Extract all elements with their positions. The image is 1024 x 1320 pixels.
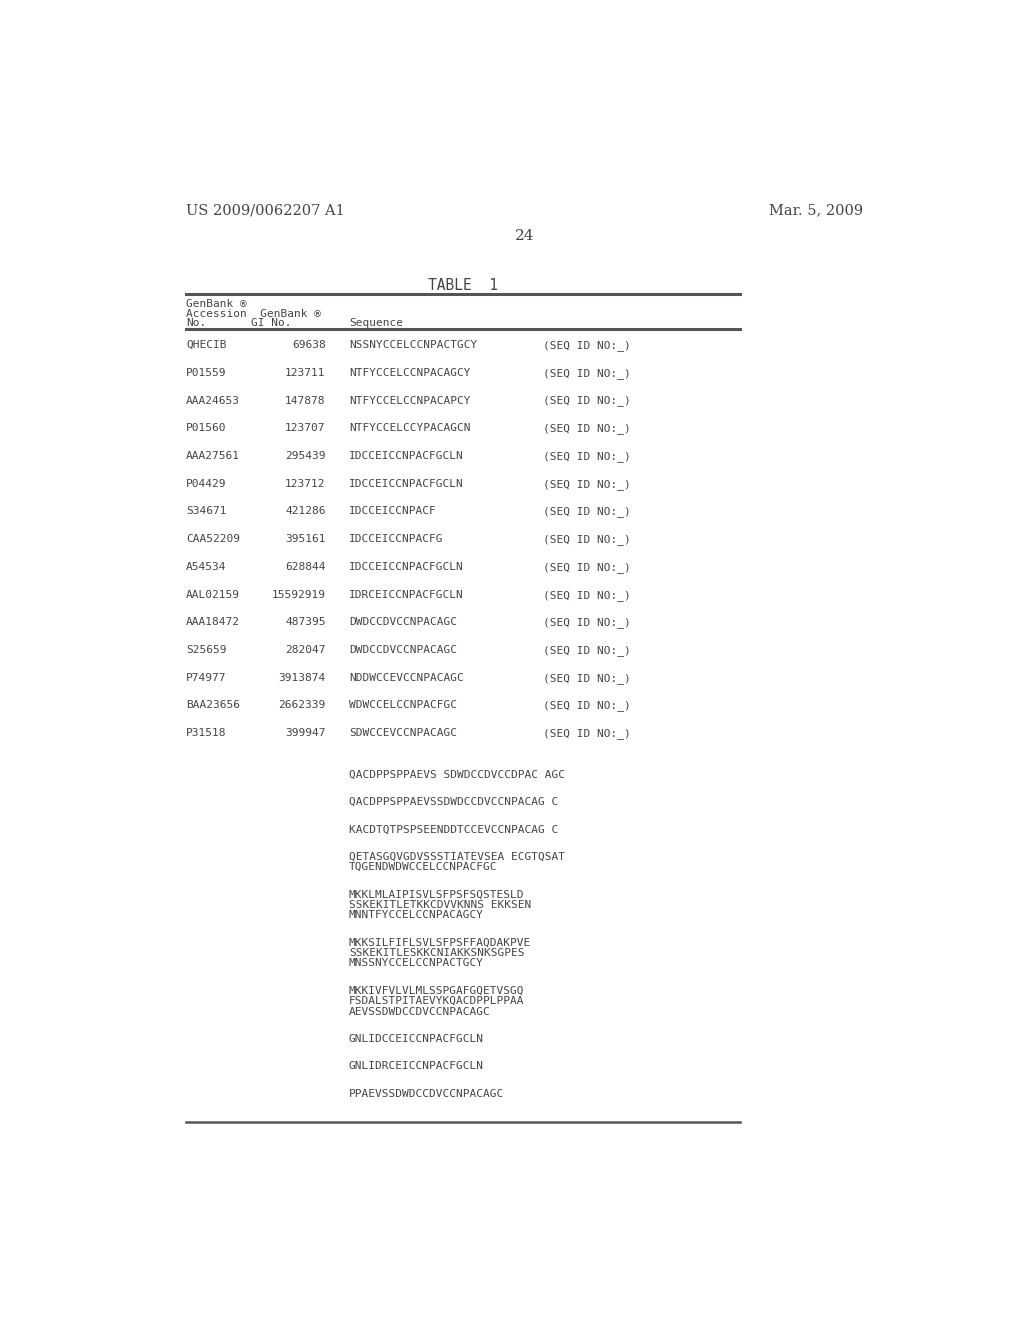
Text: NSSNYCCELCCNPACTGCY: NSSNYCCELCCNPACTGCY [349,341,477,350]
Text: NTFYCCELCCYPACAGCN: NTFYCCELCCYPACAGCN [349,424,470,433]
Text: (SEQ ID NO:_): (SEQ ID NO:_) [543,645,631,656]
Text: 628844: 628844 [285,562,326,572]
Text: S34671: S34671 [186,507,226,516]
Text: (SEQ ID NO:_): (SEQ ID NO:_) [543,618,631,628]
Text: NTFYCCELCCNPACAGCY: NTFYCCELCCNPACAGCY [349,368,470,378]
Text: 123711: 123711 [285,368,326,378]
Text: NTFYCCELCCNPACAPCY: NTFYCCELCCNPACAPCY [349,396,470,405]
Text: Accession  GenBank ®: Accession GenBank ® [186,309,322,318]
Text: 295439: 295439 [285,451,326,461]
Text: P74977: P74977 [186,673,226,682]
Text: DWDCCDVCCNPACAGC: DWDCCDVCCNPACAGC [349,645,457,655]
Text: 399947: 399947 [285,729,326,738]
Text: (SEQ ID NO:_): (SEQ ID NO:_) [543,479,631,490]
Text: P01560: P01560 [186,424,226,433]
Text: 3913874: 3913874 [279,673,326,682]
Text: (SEQ ID NO:_): (SEQ ID NO:_) [543,507,631,517]
Text: MKKLMLAIPISVLSFPSFSQSTESLD: MKKLMLAIPISVLSFPSFSQSTESLD [349,890,524,899]
Text: Mar. 5, 2009: Mar. 5, 2009 [769,203,863,216]
Text: 69638: 69638 [292,341,326,350]
Text: DWDCCDVCCNPACAGC: DWDCCDVCCNPACAGC [349,618,457,627]
Text: IDCCEICCNPACFGCLN: IDCCEICCNPACFGCLN [349,562,464,572]
Text: SSKEKITLETKKCDVVKNNS EKKSEN: SSKEKITLETKKCDVVKNNS EKKSEN [349,900,531,909]
Text: Sequence: Sequence [349,318,402,327]
Text: PPAEVSSDWDCCDVCCNPACAGC: PPAEVSSDWDCCDVCCNPACAGC [349,1089,504,1098]
Text: AAA27561: AAA27561 [186,451,240,461]
Text: No.: No. [186,318,207,327]
Text: IDCCEICCNPACFGCLN: IDCCEICCNPACFGCLN [349,451,464,461]
Text: AEVSSDWDCCDVCCNPACAGC: AEVSSDWDCCDVCCNPACAGC [349,1007,490,1016]
Text: (SEQ ID NO:_): (SEQ ID NO:_) [543,341,631,351]
Text: GenBank ®: GenBank ® [186,300,247,309]
Text: TQGENDWDWCCELCCNPACFGC: TQGENDWDWCCELCCNPACFGC [349,862,498,873]
Text: (SEQ ID NO:_): (SEQ ID NO:_) [543,590,631,601]
Text: MKKIVFVLVLMLSSPGAFGQETVSGQ: MKKIVFVLVLMLSSPGAFGQETVSGQ [349,986,524,995]
Text: NDDWCCEVCCNPACAGC: NDDWCCEVCCNPACAGC [349,673,464,682]
Text: AAA18472: AAA18472 [186,618,240,627]
Text: 395161: 395161 [285,535,326,544]
Text: (SEQ ID NO:_): (SEQ ID NO:_) [543,673,631,684]
Text: BAA23656: BAA23656 [186,701,240,710]
Text: IDCCEICCNPACF: IDCCEICCNPACF [349,507,436,516]
Text: (SEQ ID NO:_): (SEQ ID NO:_) [543,451,631,462]
Text: P04429: P04429 [186,479,226,488]
Text: 123712: 123712 [285,479,326,488]
Text: 147878: 147878 [285,396,326,405]
Text: MNNTFYCCELCCNPACAGCY: MNNTFYCCELCCNPACAGCY [349,911,484,920]
Text: QHECIB: QHECIB [186,341,226,350]
Text: 282047: 282047 [285,645,326,655]
Text: SSKEKITLESKKCNIAKKSNKSGPES: SSKEKITLESKKCNIAKKSNKSGPES [349,948,524,958]
Text: QETASGQVGDVSSSTIATEVSEA ECGTQSAT: QETASGQVGDVSSSTIATEVSEA ECGTQSAT [349,851,565,862]
Text: GI No.: GI No. [251,318,292,327]
Text: A54534: A54534 [186,562,226,572]
Text: MKKSILFIFLSVLSFPSFFAQDAKPVE: MKKSILFIFLSVLSFPSFFAQDAKPVE [349,937,531,948]
Text: (SEQ ID NO:_): (SEQ ID NO:_) [543,729,631,739]
Text: (SEQ ID NO:_): (SEQ ID NO:_) [543,424,631,434]
Text: IDCCEICCNPACFG: IDCCEICCNPACFG [349,535,443,544]
Text: AAA24653: AAA24653 [186,396,240,405]
Text: (SEQ ID NO:_): (SEQ ID NO:_) [543,396,631,407]
Text: 24: 24 [515,230,535,243]
Text: SDWCCEVCCNPACAGC: SDWCCEVCCNPACAGC [349,729,457,738]
Text: 487395: 487395 [285,618,326,627]
Text: FSDALSTPITAEVYKQACDPPLPPAA: FSDALSTPITAEVYKQACDPPLPPAA [349,997,524,1006]
Text: 15592919: 15592919 [271,590,326,599]
Text: 2662339: 2662339 [279,701,326,710]
Text: GNLIDCCEICCNPACFGCLN: GNLIDCCEICCNPACFGCLN [349,1034,484,1044]
Text: KACDTQTPSPSEENDDTCCEVCCNPACAG C: KACDTQTPSPSEENDDTCCEVCCNPACAG C [349,825,558,834]
Text: IDRCEICCNPACFGCLN: IDRCEICCNPACFGCLN [349,590,464,599]
Text: (SEQ ID NO:_): (SEQ ID NO:_) [543,368,631,379]
Text: (SEQ ID NO:_): (SEQ ID NO:_) [543,701,631,711]
Text: 421286: 421286 [285,507,326,516]
Text: (SEQ ID NO:_): (SEQ ID NO:_) [543,535,631,545]
Text: US 2009/0062207 A1: US 2009/0062207 A1 [186,203,345,216]
Text: WDWCCELCCNPACFGC: WDWCCELCCNPACFGC [349,701,457,710]
Text: IDCCEICCNPACFGCLN: IDCCEICCNPACFGCLN [349,479,464,488]
Text: 123707: 123707 [285,424,326,433]
Text: (SEQ ID NO:_): (SEQ ID NO:_) [543,562,631,573]
Text: P01559: P01559 [186,368,226,378]
Text: GNLIDRCEICCNPACFGCLN: GNLIDRCEICCNPACFGCLN [349,1061,484,1072]
Text: S25659: S25659 [186,645,226,655]
Text: QACDPPSPPAEVSSDWDCCDVCCNPACAG C: QACDPPSPPAEVSSDWDCCDVCCNPACAG C [349,797,558,807]
Text: MNSSNYCCELCCNPACTGCY: MNSSNYCCELCCNPACTGCY [349,958,484,969]
Text: P31518: P31518 [186,729,226,738]
Text: CAA52209: CAA52209 [186,535,240,544]
Text: TABLE  1: TABLE 1 [428,277,498,293]
Text: QACDPPSPPAEVS SDWDCCDVCCDPAC AGC: QACDPPSPPAEVS SDWDCCDVCCDPAC AGC [349,770,565,780]
Text: AAL02159: AAL02159 [186,590,240,599]
